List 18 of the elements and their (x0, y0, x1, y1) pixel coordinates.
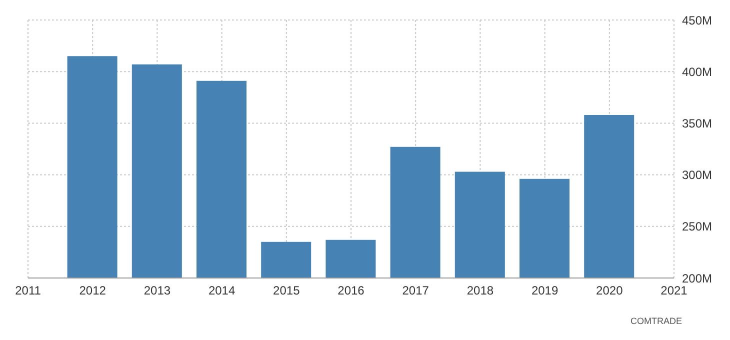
x-tick-label: 2012 (79, 284, 106, 298)
x-tick-label: 2020 (596, 284, 624, 298)
y-tick-label: 250M (682, 220, 712, 234)
x-tick-label: 2015 (273, 284, 300, 298)
x-tick-label: 2017 (402, 284, 430, 298)
x-tick-label: 2013 (144, 284, 171, 298)
x-tick-label: 2019 (531, 284, 558, 298)
x-tick-label: 2021 (660, 284, 688, 298)
x-tick-label: 2014 (208, 284, 236, 298)
y-tick-label: 350M (682, 116, 712, 130)
x-tick-label: 2018 (466, 284, 494, 298)
y-tick-label: 300M (682, 168, 712, 182)
x-tick-label: 2011 (15, 284, 42, 298)
x-tick-label: 2016 (338, 284, 365, 298)
text: COMTRADE (630, 316, 682, 326)
y-tick-label: 200M (682, 271, 712, 286)
y-tick-label: 450M (682, 13, 712, 28)
y-tick-label: 400M (682, 64, 712, 79)
